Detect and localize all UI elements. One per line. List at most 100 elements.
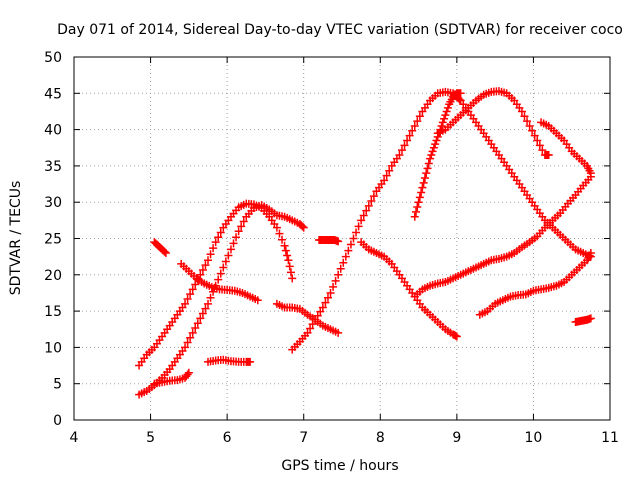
data-point (219, 263, 228, 272)
data-point (275, 229, 284, 238)
data-point (206, 293, 215, 302)
data-point (186, 290, 195, 299)
data-point (188, 285, 197, 294)
data-point (413, 203, 422, 212)
data-point (586, 314, 595, 323)
data-point (397, 146, 406, 155)
y-axis-label: SDTVAR / TECUs (8, 181, 24, 296)
data-point (437, 121, 446, 130)
data-point (161, 249, 170, 258)
data-point (306, 324, 315, 333)
data-point (523, 117, 532, 126)
data-point (410, 212, 419, 221)
data-point (410, 121, 419, 130)
data-point (357, 216, 366, 225)
data-point (429, 143, 438, 152)
data-point (442, 107, 451, 116)
data-point (334, 328, 343, 337)
data-point (528, 126, 537, 135)
data-point (362, 206, 371, 215)
data-point (415, 193, 424, 202)
data-point (201, 261, 210, 270)
y-tick-label: 10 (44, 340, 62, 356)
data-point (216, 228, 225, 237)
y-tick-label: 50 (44, 50, 62, 66)
data-point (286, 268, 295, 277)
data-point (323, 293, 332, 302)
data-point (234, 227, 243, 236)
data-point (441, 111, 450, 120)
series-group (537, 118, 595, 178)
data-point (422, 169, 431, 178)
series-group (433, 87, 553, 160)
axis-ticks (73, 56, 611, 421)
data-point (283, 251, 292, 260)
data-point (525, 121, 534, 130)
data-point (334, 270, 343, 279)
data-point (538, 146, 547, 155)
data-point (417, 188, 426, 197)
x-tick-label: 5 (146, 430, 155, 446)
data-point (428, 147, 437, 156)
data-point (408, 126, 417, 135)
data-point (385, 166, 394, 175)
data-point (196, 314, 205, 323)
y-tick-label: 45 (44, 86, 62, 102)
data-point (196, 270, 205, 279)
data-point (382, 171, 391, 180)
data-point (206, 250, 215, 259)
data-point (188, 328, 197, 337)
data-point (201, 304, 210, 313)
data-point (216, 269, 225, 278)
data-point (329, 282, 338, 291)
data-point (285, 262, 294, 271)
data-point (413, 117, 422, 126)
data-point (272, 223, 281, 232)
data-point (193, 319, 202, 328)
data-point (278, 235, 287, 244)
series-group (150, 238, 170, 258)
data-point (440, 114, 449, 123)
data-point (214, 275, 223, 284)
series-group (571, 314, 595, 326)
data-point (344, 246, 353, 255)
data-point (298, 222, 307, 231)
data-point (438, 118, 447, 127)
data-point (419, 178, 428, 187)
data-point (198, 309, 207, 318)
data-point (359, 211, 368, 220)
data-point (530, 131, 539, 140)
data-point (183, 295, 192, 303)
data-point (237, 222, 246, 231)
data-point (191, 280, 200, 289)
series-group (410, 89, 465, 221)
data-point (354, 222, 363, 231)
y-tick-label: 25 (44, 232, 62, 248)
x-tick-label: 10 (525, 430, 543, 446)
series-group (475, 249, 595, 319)
data-point (313, 311, 322, 320)
series-group (357, 238, 461, 341)
series-group (204, 355, 255, 366)
data-point (204, 299, 212, 308)
data-point (184, 368, 193, 377)
data-point (299, 223, 308, 232)
data-point (418, 183, 427, 192)
data-point (334, 237, 343, 246)
y-tick-label: 20 (44, 268, 62, 284)
y-tick-label: 40 (44, 123, 62, 139)
data-point (229, 239, 238, 248)
data-point (284, 256, 293, 265)
data-point (403, 136, 412, 145)
data-point (224, 251, 233, 260)
y-tick-label: 15 (44, 304, 62, 320)
x-tick-label: 8 (376, 430, 385, 446)
data-point (423, 164, 432, 173)
data-point (316, 307, 325, 316)
data-point (427, 151, 436, 160)
data-point (239, 217, 248, 226)
series-group (135, 201, 308, 399)
series-group (272, 299, 343, 337)
data-point (415, 112, 424, 121)
